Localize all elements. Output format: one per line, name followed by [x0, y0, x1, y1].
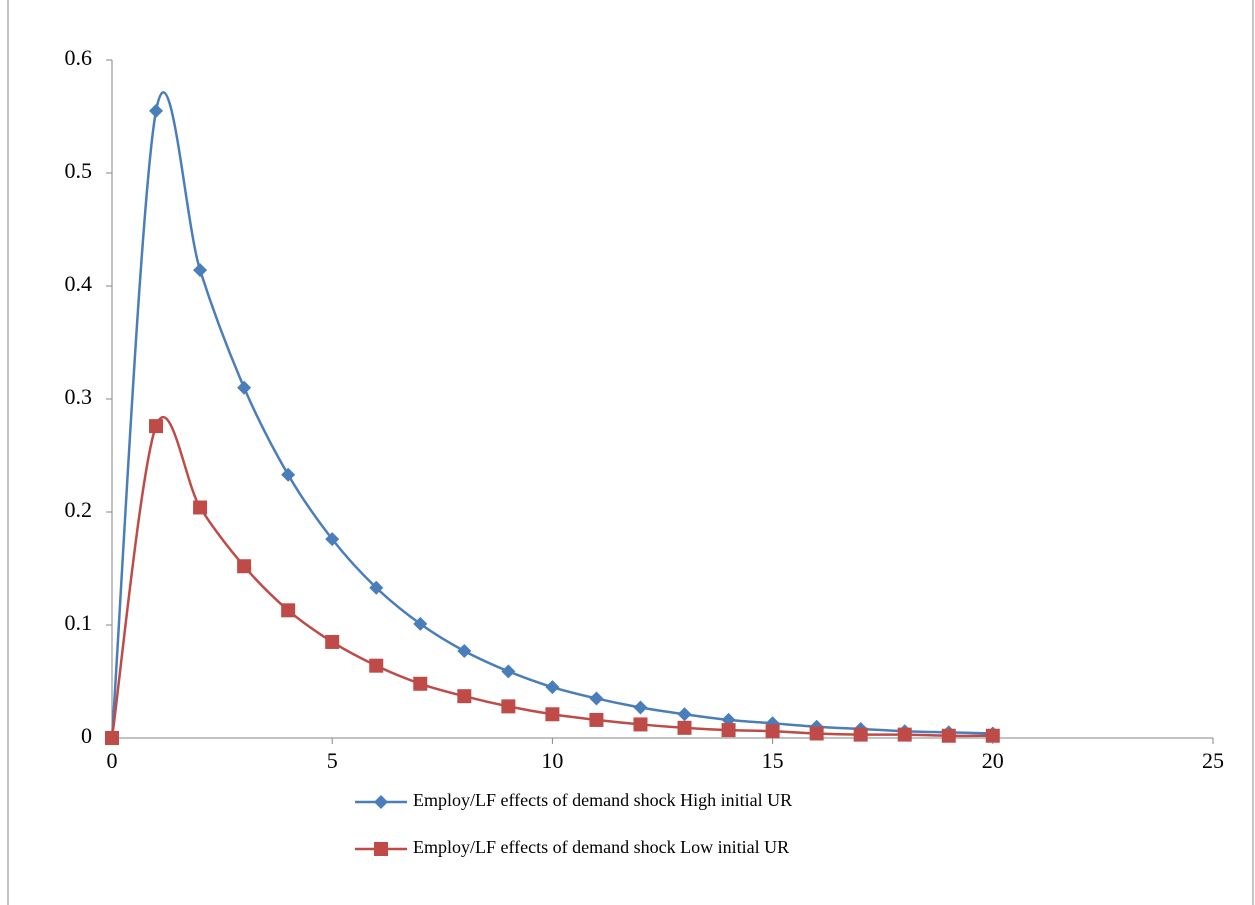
data-point — [457, 643, 472, 658]
series-line — [110, 91, 993, 739]
data-point — [853, 727, 868, 742]
y-tick-label: 0.4 — [65, 271, 93, 296]
data-point — [589, 712, 604, 727]
x-tick-label: 15 — [762, 748, 784, 773]
legend-marker — [374, 842, 388, 856]
data-point — [633, 700, 648, 715]
y-tick-label: 0.2 — [65, 497, 93, 522]
data-point — [413, 676, 428, 691]
data-point — [105, 731, 119, 745]
data-point — [413, 616, 428, 631]
data-point — [941, 728, 956, 743]
chart-frame — [7, 0, 1254, 905]
data-point — [897, 727, 912, 742]
y-tick-label: 0.3 — [65, 384, 93, 409]
legend-marker — [374, 795, 388, 809]
data-point — [457, 689, 472, 704]
y-tick-label: 0 — [81, 723, 92, 748]
y-tick-label: 0.6 — [65, 45, 93, 70]
x-tick-label: 20 — [982, 748, 1004, 773]
data-point — [677, 720, 692, 735]
data-point — [677, 707, 692, 722]
data-point — [193, 263, 208, 278]
legend-label: Employ/LF effects of demand shock Low in… — [413, 837, 789, 857]
x-tick-label: 25 — [1202, 748, 1224, 773]
data-point — [501, 664, 516, 679]
data-point — [809, 726, 824, 741]
data-point — [281, 603, 296, 618]
x-tick-label: 5 — [327, 748, 338, 773]
data-point — [193, 500, 208, 515]
data-point — [721, 723, 736, 738]
data-point — [237, 380, 252, 395]
data-point — [985, 728, 1000, 743]
legend-label: Employ/LF effects of demand shock High i… — [413, 790, 792, 810]
y-tick-label: 0.1 — [65, 610, 93, 635]
data-point — [149, 419, 164, 434]
data-point — [325, 634, 340, 649]
data-point — [633, 717, 648, 732]
data-point — [589, 691, 604, 706]
x-tick-label: 0 — [107, 748, 118, 773]
y-tick-label: 0.5 — [65, 158, 93, 183]
data-point — [325, 532, 340, 547]
data-point — [149, 103, 164, 118]
x-tick-label: 10 — [541, 748, 563, 773]
data-point — [369, 580, 384, 595]
data-point — [369, 658, 384, 673]
data-point — [545, 680, 560, 695]
data-point — [237, 559, 252, 574]
data-point — [545, 707, 560, 722]
data-point — [281, 467, 296, 482]
data-point — [501, 699, 516, 714]
data-point — [765, 724, 780, 739]
